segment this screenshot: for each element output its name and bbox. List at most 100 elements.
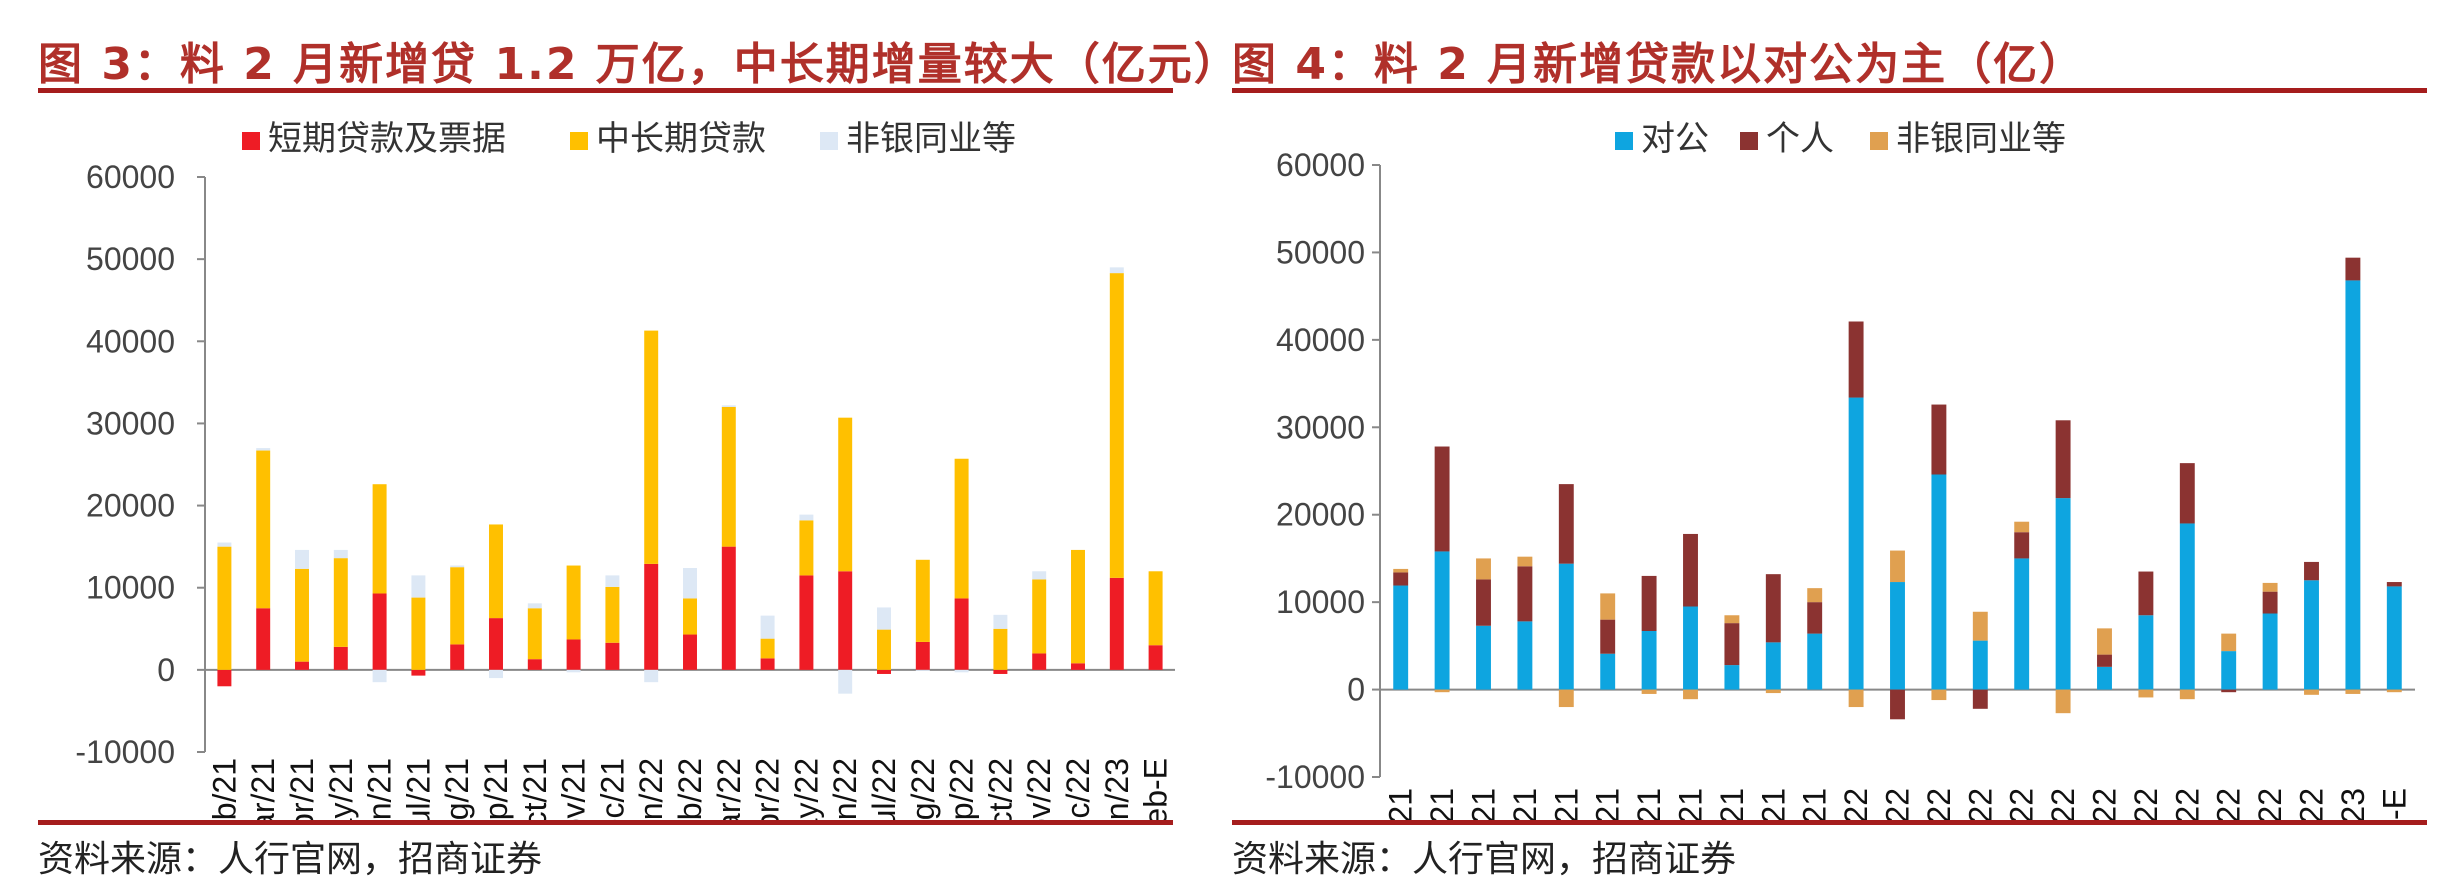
y-tick-label: 50000 bbox=[86, 241, 175, 277]
source-rule bbox=[1232, 820, 2427, 825]
x-tick-label: Nov/21 bbox=[1755, 788, 1791, 820]
bar-segment-2-13 bbox=[721, 405, 736, 407]
bar-segment-1-23 bbox=[1109, 273, 1124, 578]
y-tick-label: 50000 bbox=[1276, 234, 1365, 270]
source-rule bbox=[38, 820, 1173, 825]
y-tick-label: -10000 bbox=[1265, 759, 1365, 795]
bar-segment-0-11 bbox=[644, 563, 659, 670]
bar-segment-1-15 bbox=[799, 520, 814, 576]
bar-segment-2-17 bbox=[2097, 628, 2112, 655]
bar-segment-2-2 bbox=[295, 549, 309, 569]
bar-segment-1-21 bbox=[1032, 579, 1047, 654]
chart-panel-loans-by-term: 图 3：料 2 月新增贷 1.2 万亿，中长期增量较大（亿元） -10000 0 1… bbox=[0, 0, 1238, 896]
x-tick-label: Oct/21 bbox=[517, 758, 553, 820]
bar-segment-2-22 bbox=[2304, 689, 2319, 695]
bar-segment-2-4 bbox=[372, 669, 387, 683]
bar-segment-0-13 bbox=[1931, 474, 1947, 690]
x-tick-label: Jan/22 bbox=[1838, 788, 1874, 820]
x-tick-label: Aug/22 bbox=[905, 758, 941, 820]
bar-segment-2-15 bbox=[2014, 521, 2030, 533]
bar-segment-2-2 bbox=[1476, 558, 1491, 580]
bar-segment-2-5 bbox=[1600, 593, 1616, 620]
bar-segment-0-21 bbox=[1032, 653, 1047, 670]
bar-segment-2-1 bbox=[256, 448, 271, 451]
bar-segment-1-18 bbox=[915, 559, 930, 642]
x-tick-label: Jul/21 bbox=[1590, 788, 1626, 820]
bar-segment-1-4 bbox=[1558, 484, 1574, 564]
bar-segment-0-5 bbox=[411, 669, 426, 676]
bar-segment-1-4 bbox=[372, 484, 387, 594]
x-tick-label: Apr/22 bbox=[1962, 788, 1998, 820]
legend-swatch bbox=[1740, 132, 1758, 150]
bar-segment-1-20 bbox=[2221, 689, 2237, 693]
bar-segment-2-13 bbox=[1931, 689, 1947, 701]
y-tick-label: 10000 bbox=[86, 570, 175, 606]
bar-segment-2-17 bbox=[877, 607, 891, 630]
x-tick-label: Aug/21 bbox=[439, 758, 475, 820]
legend-swatch bbox=[820, 132, 838, 150]
x-tick-label: Mar/21 bbox=[1424, 788, 1460, 820]
bar-segment-0-3 bbox=[333, 646, 348, 670]
y-tick-label: 60000 bbox=[86, 159, 175, 195]
y-tick-label: 40000 bbox=[1276, 322, 1365, 358]
x-tick-label: Mar/21 bbox=[245, 758, 281, 820]
bar-segment-2-24 bbox=[2386, 689, 2402, 693]
y-tick-label: 0 bbox=[157, 652, 175, 688]
x-tick-label: Sep/21 bbox=[1673, 788, 1709, 820]
bar-segment-1-22 bbox=[1071, 549, 1085, 664]
x-tick-label: Jun/21 bbox=[1548, 788, 1584, 820]
bar-segment-0-19 bbox=[2179, 523, 2195, 690]
bar-segment-1-24 bbox=[1148, 571, 1163, 646]
bar-segment-2-23 bbox=[2345, 689, 2361, 694]
legend-label: 非银同业等 bbox=[846, 119, 1016, 159]
bar-segment-0-0 bbox=[217, 669, 232, 687]
bar-segment-2-15 bbox=[799, 514, 814, 521]
bar-segment-0-20 bbox=[993, 669, 1008, 674]
bar-segment-2-18 bbox=[915, 669, 930, 671]
chart-title: 图 3：料 2 月新增贷 1.2 万亿，中长期增量较大（亿元） bbox=[38, 39, 1240, 90]
bar-segment-1-0 bbox=[217, 546, 232, 670]
x-tick-label: Apr/22 bbox=[750, 758, 786, 820]
bar-segment-0-10 bbox=[605, 642, 620, 670]
bar-segment-0-4 bbox=[1558, 563, 1574, 690]
legend-label: 个人 bbox=[1766, 119, 1834, 159]
legend-label: 中长期贷款 bbox=[596, 119, 766, 159]
bar-segment-0-0 bbox=[1393, 585, 1409, 690]
bar-segment-1-2 bbox=[295, 568, 309, 662]
bar-segment-2-23 bbox=[1109, 267, 1124, 274]
bar-segment-1-16 bbox=[838, 417, 853, 572]
bar-segment-1-1 bbox=[256, 450, 271, 609]
bar-segment-0-24 bbox=[2386, 586, 2402, 690]
bar-segment-1-9 bbox=[566, 565, 581, 640]
x-tick-label: Sep/22 bbox=[2169, 788, 2205, 820]
bar-segment-0-18 bbox=[915, 641, 930, 670]
bar-segment-2-12 bbox=[1890, 550, 1905, 583]
bar-segment-2-21 bbox=[1032, 571, 1047, 580]
bar-segment-2-4 bbox=[1558, 689, 1574, 708]
bar-segment-2-8 bbox=[1724, 615, 1740, 624]
bar-segment-0-2 bbox=[1476, 625, 1491, 690]
x-tick-label: Nov/22 bbox=[2252, 788, 2288, 820]
x-tick-label: Jan/23 bbox=[1099, 758, 1135, 820]
bar-segment-2-19 bbox=[954, 669, 969, 673]
bar-segment-1-16 bbox=[2055, 420, 2071, 499]
legend-label: 对公 bbox=[1641, 119, 1709, 159]
x-tick-label: Jun/22 bbox=[827, 758, 863, 820]
y-tick-label: 40000 bbox=[86, 323, 175, 359]
bar-segment-0-14 bbox=[1972, 640, 1988, 690]
x-tick-label: Mar/22 bbox=[1921, 788, 1957, 820]
x-tick-label: May/22 bbox=[2004, 788, 2040, 820]
bar-segment-2-0 bbox=[217, 542, 232, 547]
x-tick-label: Oct/21 bbox=[1714, 788, 1750, 820]
bar-segment-2-20 bbox=[993, 614, 1008, 629]
bar-segment-2-3 bbox=[333, 549, 348, 559]
bar-segment-0-6 bbox=[450, 644, 465, 670]
bar-segment-2-21 bbox=[2262, 582, 2278, 592]
x-tick-label: Feb/21 bbox=[206, 758, 242, 820]
bar-segment-2-9 bbox=[566, 669, 581, 673]
bar-segment-0-16 bbox=[2055, 498, 2071, 690]
bar-segment-1-15 bbox=[2014, 532, 2030, 559]
bar-segment-2-16 bbox=[838, 669, 853, 694]
x-tick-label: Oct/22 bbox=[2211, 788, 2247, 820]
bar-segment-1-11 bbox=[1848, 321, 1864, 398]
